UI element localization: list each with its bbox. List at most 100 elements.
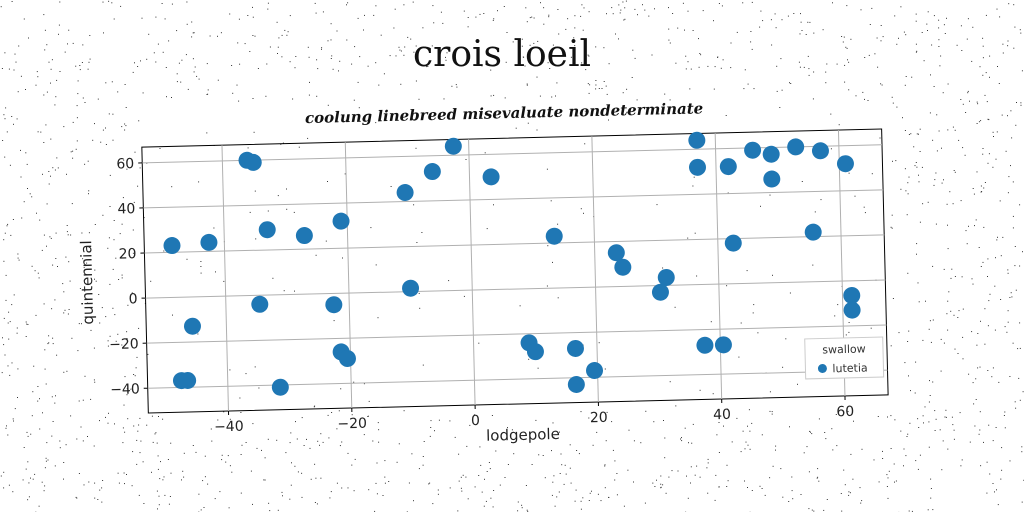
noise-speck <box>1007 45 1009 47</box>
noise-speck <box>267 210 269 212</box>
noise-speck <box>94 269 96 271</box>
noise-speck <box>277 195 279 197</box>
noise-speck <box>968 225 969 227</box>
noise-speck <box>713 20 714 22</box>
noise-speck <box>536 129 538 131</box>
noise-speck <box>569 467 571 469</box>
noise-speck <box>38 505 40 507</box>
noise-speck <box>126 388 128 390</box>
noise-speck <box>306 438 307 440</box>
noise-speck <box>774 13 776 15</box>
noise-speck <box>826 63 828 65</box>
noise-speck <box>903 448 905 450</box>
noise-speck <box>26 323 28 325</box>
noise-speck <box>608 119 609 121</box>
noise-speck <box>622 92 624 94</box>
noise-speck <box>644 9 646 11</box>
noise-speck <box>915 51 917 53</box>
noise-speck <box>986 492 988 494</box>
noise-speck <box>993 136 994 137</box>
noise-speck <box>9 321 11 323</box>
noise-speck <box>627 469 629 471</box>
noise-speck <box>740 451 742 453</box>
noise-speck <box>166 96 167 98</box>
noise-speck <box>982 74 984 76</box>
noise-speck <box>660 475 662 477</box>
noise-speck <box>163 250 165 252</box>
noise-speck <box>49 236 51 238</box>
noise-speck <box>31 196 33 198</box>
noise-speck <box>723 425 724 427</box>
noise-speck <box>743 88 745 90</box>
noise-speck <box>4 156 6 158</box>
noise-speck <box>950 310 952 312</box>
noise-speck <box>736 417 738 419</box>
noise-speck <box>158 495 160 497</box>
noise-speck <box>782 366 784 368</box>
noise-speck <box>985 14 987 16</box>
noise-speck <box>75 65 77 67</box>
noise-speck <box>138 120 140 122</box>
noise-speck <box>623 19 625 21</box>
noise-speck <box>565 28 567 30</box>
figure-title: crois loeil <box>413 34 591 75</box>
noise-speck <box>117 472 119 474</box>
noise-speck <box>548 14 550 16</box>
noise-speck <box>744 448 746 450</box>
noise-speck <box>126 331 128 333</box>
noise-speck <box>898 332 900 334</box>
noise-speck <box>893 463 895 465</box>
noise-speck <box>807 21 809 23</box>
noise-speck <box>181 479 182 481</box>
noise-speck <box>712 393 714 395</box>
noise-speck <box>793 13 795 14</box>
noise-speck <box>979 411 981 413</box>
noise-speck <box>114 423 115 425</box>
noise-speck <box>720 67 722 69</box>
noise-speck <box>998 83 1000 84</box>
noise-speck <box>869 24 871 25</box>
noise-speck <box>297 471 299 473</box>
noise-speck <box>910 390 911 392</box>
noise-speck <box>257 68 259 69</box>
noise-speck <box>994 285 996 287</box>
noise-speck <box>681 440 683 442</box>
noise-speck <box>26 431 28 433</box>
noise-speck <box>133 301 135 303</box>
noise-speck <box>8 311 10 313</box>
noise-speck <box>4 52 6 54</box>
noise-speck <box>682 2 684 4</box>
noise-speck <box>87 160 89 162</box>
noise-speck <box>115 257 117 259</box>
noise-speck <box>282 495 283 497</box>
noise-speck <box>580 208 582 210</box>
noise-speck <box>489 468 491 470</box>
noise-speck <box>747 425 748 427</box>
noise-speck <box>702 10 704 12</box>
noise-speck <box>332 68 334 70</box>
noise-speck <box>714 66 716 68</box>
noise-speck <box>213 227 215 229</box>
noise-speck <box>983 187 985 189</box>
noise-speck <box>547 62 549 64</box>
noise-speck <box>481 65 483 67</box>
noise-speck <box>938 39 940 41</box>
noise-speck <box>745 441 747 443</box>
noise-speck <box>726 464 728 466</box>
noise-speck <box>831 428 833 430</box>
noise-speck <box>799 66 801 68</box>
noise-speck <box>485 500 487 502</box>
noise-speck <box>588 55 590 57</box>
noise-speck <box>581 62 583 64</box>
noise-speck <box>124 483 125 485</box>
noise-speck <box>483 13 485 14</box>
data-point <box>843 301 861 319</box>
data-point <box>338 350 356 368</box>
noise-speck <box>1000 478 1002 480</box>
noise-speck <box>694 474 696 476</box>
noise-speck <box>632 49 634 51</box>
noise-speck <box>42 412 43 414</box>
noise-speck <box>742 2 744 4</box>
noise-speck <box>952 203 954 205</box>
noise-speck <box>415 80 417 82</box>
